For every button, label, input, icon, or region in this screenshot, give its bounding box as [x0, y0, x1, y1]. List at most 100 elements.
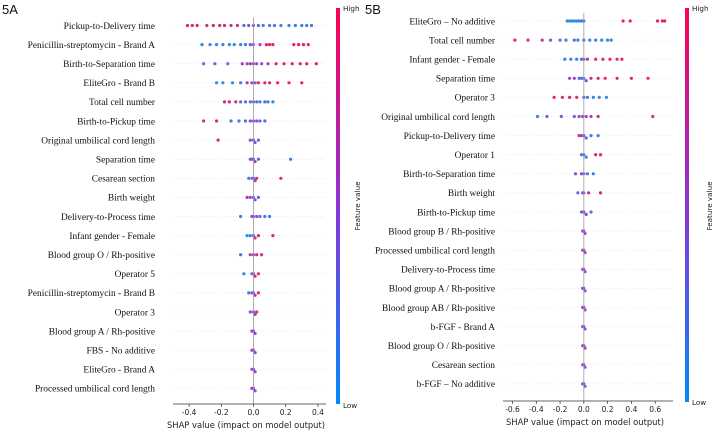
- shap-point: [243, 100, 248, 104]
- shap-point: [305, 62, 309, 66]
- shap-point: [621, 19, 625, 23]
- shap-point: [253, 389, 257, 393]
- panel-a-feature-labels: Pickup-to-Delivery time Penicillin-strept…: [28, 22, 326, 395]
- shap-point: [293, 23, 297, 28]
- panel-a: 5A Pickup-to-Delivery time Penicillin-str…: [2, 2, 362, 430]
- feature-label: Birth weight: [108, 194, 156, 204]
- feature-label: FBS - No additive: [87, 347, 156, 357]
- shap-point: [579, 76, 584, 80]
- feature-label: Delivery-to-Process time: [61, 213, 155, 223]
- shap-point: [190, 23, 194, 28]
- shap-point: [591, 172, 595, 176]
- shap-point: [227, 100, 231, 104]
- shap-point: [577, 134, 581, 138]
- shap-point: [231, 81, 235, 85]
- shap-point: [290, 62, 294, 66]
- feature-label: Pickup-to-Delivery time: [404, 132, 495, 142]
- shap-point: [253, 312, 257, 316]
- feature-label: Infant gender - Female: [409, 55, 495, 66]
- shap-point: [256, 81, 260, 85]
- shap-point: [298, 62, 302, 66]
- shap-point: [596, 76, 600, 80]
- feature-label: Processed umbilical cord length: [35, 385, 155, 395]
- shap-point: [253, 179, 257, 183]
- shap-point: [255, 214, 259, 219]
- panel-b-x-axis-label: SHAP value (impact on model output): [506, 417, 664, 427]
- shap-point: [222, 100, 227, 104]
- shap-point: [301, 43, 306, 47]
- feature-label: Total cell number: [429, 36, 496, 46]
- shap-point: [305, 23, 309, 28]
- shap-point: [572, 19, 576, 23]
- shap-point: [579, 153, 584, 157]
- x-tick-label: 0.4: [312, 408, 324, 417]
- panel-a-points: [185, 23, 318, 393]
- shap-point: [248, 100, 252, 104]
- shap-point: [306, 43, 310, 47]
- shap-point: [272, 23, 277, 28]
- shap-point: [200, 43, 204, 47]
- shap-point: [245, 195, 249, 199]
- shap-point: [563, 57, 567, 61]
- feature-label: Birth-to-Separation time: [403, 170, 495, 180]
- shap-point: [258, 119, 262, 123]
- shap-point: [292, 43, 296, 47]
- shap-point: [579, 210, 584, 214]
- panel-b-colorbar: [685, 8, 689, 402]
- shap-point: [309, 23, 314, 28]
- shap-point: [591, 95, 595, 99]
- shap-point: [256, 138, 260, 142]
- feature-label: Cesarean section: [92, 175, 156, 185]
- feature-label: EliteGro - Brand A: [83, 366, 155, 376]
- shap-point: [576, 38, 580, 42]
- shap-point: [575, 19, 579, 23]
- shap-point: [239, 214, 243, 219]
- shap-point: [205, 23, 209, 28]
- shap-point: [213, 62, 217, 66]
- shap-point: [629, 76, 634, 80]
- x-tick-label: -0.4: [182, 408, 197, 417]
- shap-point: [263, 100, 267, 104]
- shap-point: [663, 19, 667, 23]
- x-tick-label: 0.2: [280, 408, 292, 417]
- shap-point: [263, 119, 267, 123]
- shap-point: [261, 23, 265, 28]
- x-tick-label: -0.2: [553, 405, 568, 414]
- shap-point: [239, 43, 243, 47]
- shap-point: [248, 310, 252, 314]
- shap-point: [589, 114, 593, 119]
- shap-point: [597, 95, 601, 99]
- shap-point: [585, 95, 590, 99]
- shap-point: [628, 19, 632, 23]
- shap-point: [239, 100, 243, 104]
- shap-point: [245, 234, 249, 238]
- panel-a-colorbar-low: Low: [343, 401, 357, 410]
- shap-point: [573, 172, 578, 176]
- feature-label: b-FGF - Brand A: [431, 323, 496, 333]
- shap-point: [242, 272, 246, 276]
- shap-point: [604, 95, 609, 99]
- shap-point: [240, 62, 244, 66]
- feature-label: Operator 5: [115, 270, 156, 280]
- shap-point: [585, 57, 590, 61]
- shap-point: [243, 43, 248, 47]
- shap-point: [568, 19, 572, 23]
- shap-point: [572, 38, 576, 42]
- feature-label: Cesarean section: [432, 361, 496, 371]
- feature-label: Penicillin-streptomycin - Brand A: [28, 41, 156, 51]
- panel-b: 5B EliteGro – No additive Total cell numb…: [365, 2, 714, 427]
- shap-point: [243, 119, 248, 123]
- shap-point: [258, 100, 262, 104]
- shap-point: [300, 81, 304, 85]
- shap-point: [526, 38, 530, 42]
- shap-point: [248, 253, 252, 257]
- shap-point: [234, 100, 238, 104]
- feature-label: Birth weight: [448, 189, 496, 199]
- shap-point: [202, 62, 206, 66]
- shap-point: [229, 23, 233, 28]
- panel-a-label: 5A: [2, 2, 18, 17]
- shap-point: [256, 23, 260, 28]
- shap-point: [540, 38, 544, 42]
- shap-point: [600, 38, 604, 42]
- shap-point: [568, 76, 572, 80]
